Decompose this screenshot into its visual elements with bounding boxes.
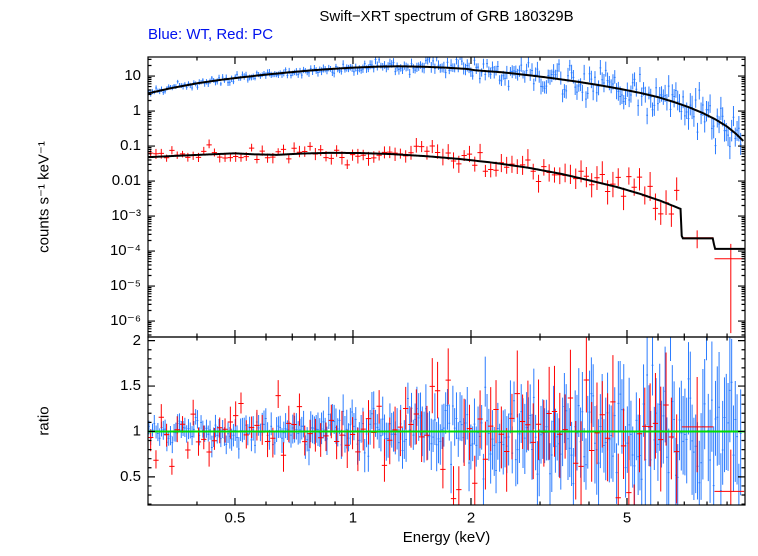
plot-title: Swift−XRT spectrum of GRB 180329B (319, 8, 574, 25)
y-axis-label-ratio: ratio (35, 406, 53, 436)
y-axis-label-counts: counts s⁻¹ keV⁻¹ (35, 141, 53, 253)
x-axis-label-energy: Energy (keV) (402, 529, 491, 546)
mode-color-legend: Blue: WT, Red: PC (148, 26, 274, 43)
